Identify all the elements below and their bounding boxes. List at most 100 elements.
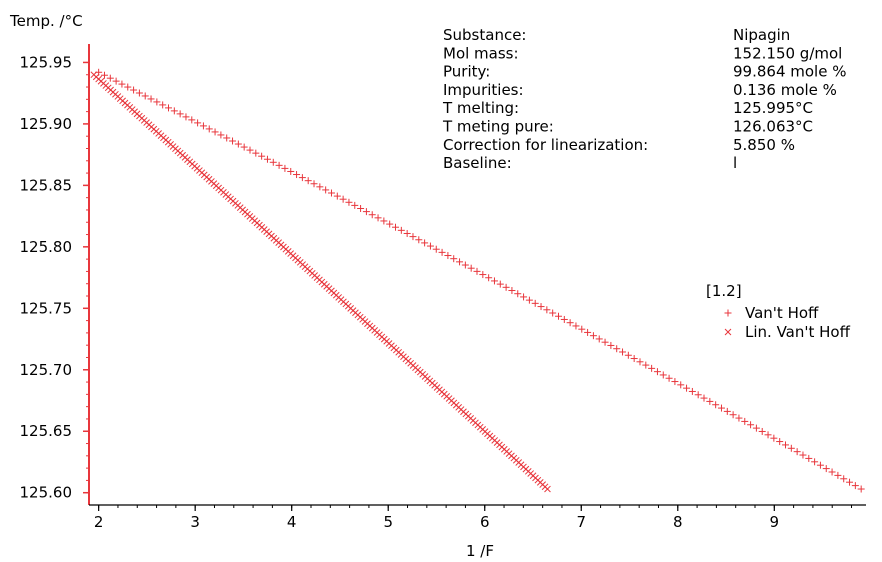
data-point	[188, 116, 196, 124]
y-tick-label: 125.60	[20, 484, 73, 502]
data-point	[537, 303, 545, 311]
data-point	[327, 189, 335, 197]
data-point	[182, 113, 190, 121]
data-point	[368, 211, 376, 219]
data-point	[351, 201, 359, 209]
data-point	[269, 158, 277, 166]
info-value: 152.150 g/mol	[733, 44, 842, 62]
data-point	[473, 267, 481, 275]
data-point	[764, 431, 772, 439]
data-point	[229, 137, 237, 145]
data-point	[619, 348, 627, 356]
data-point	[135, 89, 143, 97]
data-point	[694, 391, 702, 399]
data-point	[496, 280, 504, 288]
data-point	[828, 468, 836, 476]
y-tick-label: 125.70	[20, 361, 73, 379]
legend-item-label: Van't Hoff	[745, 304, 819, 322]
legend-marker	[724, 309, 732, 317]
data-point	[636, 358, 644, 366]
y-tick-label: 125.95	[20, 53, 73, 71]
data-point	[281, 164, 289, 172]
series-1	[90, 71, 551, 493]
data-point	[846, 478, 854, 486]
y-tick-label: 125.65	[20, 422, 73, 440]
data-point	[816, 461, 824, 469]
data-point	[851, 482, 859, 490]
data-point	[601, 338, 609, 346]
info-value: Nipagin	[733, 26, 790, 44]
data-point	[857, 485, 865, 493]
data-point	[822, 465, 830, 473]
data-point	[339, 195, 347, 203]
data-point	[840, 475, 848, 483]
info-value: 125.995°C	[733, 99, 813, 117]
data-point	[234, 140, 242, 148]
data-point	[199, 122, 207, 130]
y-axis-ticks: 125.60 125.65 125.70 125.75 125.80 125.85 125.…	[20, 53, 89, 502]
legend-marker	[724, 328, 732, 336]
data-point	[653, 368, 661, 376]
info-label: Purity:	[443, 63, 490, 81]
data-point	[677, 381, 685, 389]
data-point	[374, 214, 382, 222]
info-label: Mol mass:	[443, 44, 519, 62]
data-point	[834, 471, 842, 479]
info-value: 126.063°C	[733, 118, 813, 136]
data-point	[205, 125, 213, 133]
data-point	[566, 319, 574, 327]
data-point	[531, 299, 539, 307]
data-point	[403, 229, 411, 237]
x-axis-label: 1 /F	[466, 542, 494, 560]
series-0	[95, 68, 865, 493]
data-point	[729, 411, 737, 419]
data-point	[461, 261, 469, 269]
data-point	[758, 427, 766, 435]
data-point	[525, 296, 533, 304]
data-point	[118, 80, 126, 88]
data-point	[147, 95, 155, 103]
data-point	[502, 283, 510, 291]
data-point	[712, 401, 720, 409]
x-tick-label: 5	[383, 513, 393, 531]
data-point	[275, 161, 283, 169]
data-point	[304, 177, 312, 185]
data-point	[514, 290, 522, 298]
data-point	[397, 226, 405, 234]
data-point	[293, 171, 301, 179]
data-point	[700, 394, 708, 402]
data-point	[607, 341, 615, 349]
data-point	[520, 293, 528, 301]
data-point	[811, 458, 819, 466]
data-point	[508, 287, 516, 295]
data-point	[747, 421, 755, 429]
data-point	[287, 167, 295, 175]
data-point	[141, 92, 149, 100]
data-point	[688, 387, 696, 395]
data-point	[544, 485, 551, 493]
data-point	[223, 134, 231, 142]
info-value: 5.850 %	[733, 136, 795, 154]
x-tick-label: 4	[287, 513, 297, 531]
y-axis-label: Temp. /°C	[9, 12, 83, 30]
data-point	[316, 183, 324, 191]
data-point	[112, 77, 120, 85]
data-point	[572, 322, 580, 330]
data-point	[246, 146, 254, 154]
x-tick-label: 7	[576, 513, 586, 531]
data-point	[490, 277, 498, 285]
data-point	[444, 252, 452, 260]
data-point	[392, 223, 400, 231]
data-point	[345, 198, 353, 206]
x-tick-label: 3	[190, 513, 200, 531]
x-tick-label: 2	[94, 513, 104, 531]
data-point	[782, 441, 790, 449]
data-point	[322, 186, 330, 194]
data-point	[671, 378, 679, 386]
x-tick-label: 6	[480, 513, 490, 531]
data-point	[211, 128, 219, 136]
data-point	[630, 355, 638, 363]
data-point	[176, 110, 184, 118]
